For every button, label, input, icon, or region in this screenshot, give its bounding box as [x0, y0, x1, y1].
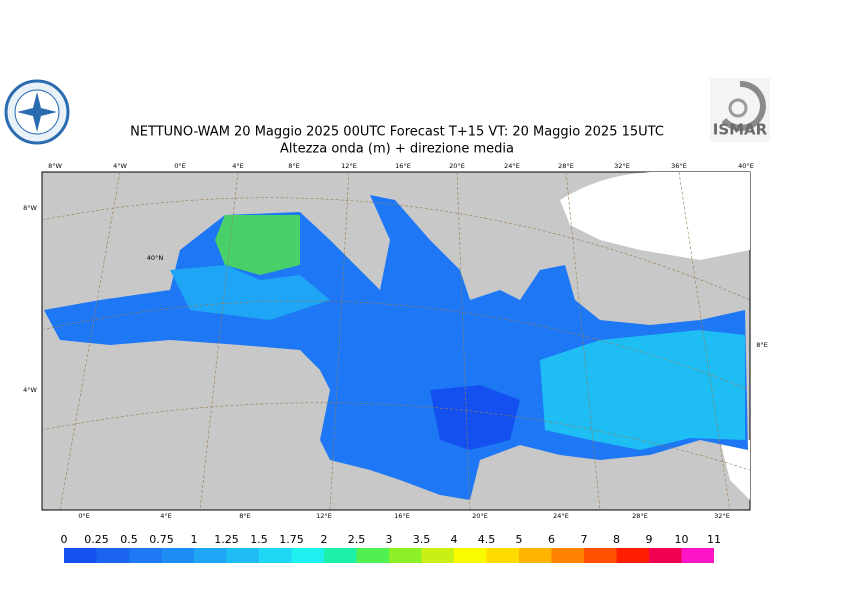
graticule-label: 28°E [558, 162, 574, 170]
legend-swatch [389, 548, 422, 563]
legend-swatch [161, 548, 194, 563]
logo-left [4, 79, 70, 145]
graticule-label: 32°E [614, 162, 630, 170]
legend-label: 11 [707, 533, 721, 546]
legend-label: 1.25 [214, 533, 239, 546]
graticule-label: 8°W [23, 204, 37, 212]
graticule-label: 8°W [48, 162, 62, 170]
graticule-label: 16°E [394, 512, 410, 520]
graticule-label: 20°E [449, 162, 465, 170]
graticule-label: 4°W [113, 162, 127, 170]
legend-swatch [226, 548, 259, 563]
legend-swatch [681, 548, 714, 563]
graticule-label: 12°E [316, 512, 332, 520]
subtitle: Altezza onda (m) + direzione media [280, 142, 514, 157]
title: NETTUNO-WAM 20 Maggio 2025 00UTC Forecas… [130, 125, 664, 140]
graticule-label: 20°E [472, 512, 488, 520]
legend-label: 9 [646, 533, 653, 546]
legend-label: 3 [386, 533, 393, 546]
graticule-label: 28°E [632, 512, 648, 520]
legend-label: 1 [191, 533, 198, 546]
graticule-label: 32°E [714, 512, 730, 520]
legend-swatch [454, 548, 487, 563]
legend-label: 8 [613, 533, 620, 546]
legend-label: 0 [61, 533, 68, 546]
graticule-label: 0°E [78, 512, 90, 520]
legend-label: 0.25 [84, 533, 109, 546]
legend-swatch [649, 548, 682, 563]
graticule-label: 12°E [341, 162, 357, 170]
graticule-label: 40°E [738, 162, 754, 170]
logo-right: ISMAR [710, 78, 770, 142]
legend-swatch [194, 548, 227, 563]
legend-label: 7 [581, 533, 588, 546]
map [41, 171, 751, 511]
legend-swatch [259, 548, 292, 563]
legend-swatch [96, 548, 129, 563]
legend-swatch [291, 548, 324, 563]
legend-swatch [616, 548, 649, 563]
graticule-label: 16°E [395, 162, 411, 170]
graticule-label: 8°E [239, 512, 251, 520]
legend-label: 3.5 [413, 533, 431, 546]
legend: 0 0.25 0.5 0.75 1 1.25 1.5 1.75 2 2.5 3 3.5 4 4.5 5 6 7 8… [61, 533, 721, 563]
legend-swatch [421, 548, 454, 563]
legend-label: 0.5 [120, 533, 138, 546]
legend-label: 0.75 [149, 533, 174, 546]
legend-swatch [584, 548, 617, 563]
legend-swatch [356, 548, 389, 563]
graticule-label: 0°E [174, 162, 186, 170]
legend-swatch [129, 548, 162, 563]
legend-swatch [519, 548, 552, 563]
graticule-label: 24°E [504, 162, 520, 170]
legend-swatch [64, 548, 97, 563]
legend-label: 10 [675, 533, 689, 546]
graticule-label: 4°E [232, 162, 244, 170]
logo-text: ISMAR [713, 121, 768, 139]
legend-label: 4.5 [478, 533, 496, 546]
graticule-label: 4°E [160, 512, 172, 520]
legend-swatch [324, 548, 357, 563]
graticule-label: 8°E [288, 162, 300, 170]
legend-label: 1.75 [279, 533, 304, 546]
legend-label: 6 [548, 533, 555, 546]
legend-label: 5 [516, 533, 523, 546]
legend-swatch [486, 548, 519, 563]
legend-label: 4 [451, 533, 458, 546]
graticule-label: 4°W [23, 386, 37, 394]
legend-label: 2.5 [348, 533, 366, 546]
graticule-label: 24°E [553, 512, 569, 520]
graticule-label: 40°N [147, 254, 164, 262]
graticule-label: 8°E [756, 341, 768, 349]
legend-swatch [551, 548, 584, 563]
legend-label: 1.5 [250, 533, 268, 546]
legend-label: 2 [321, 533, 328, 546]
graticule-label: 36°E [671, 162, 687, 170]
